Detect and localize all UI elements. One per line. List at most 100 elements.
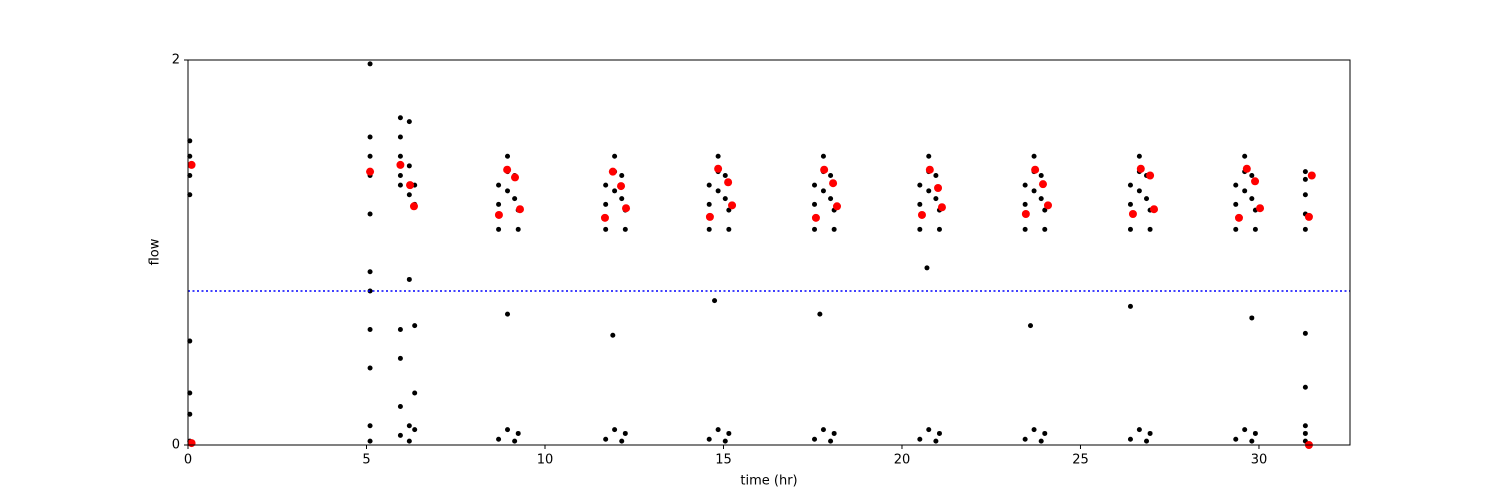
point [622,204,631,213]
point [397,355,403,361]
point [619,173,625,178]
point [1042,226,1048,232]
point [1242,427,1248,433]
point [706,182,712,188]
point [1027,323,1033,329]
point [612,153,618,159]
point [705,212,714,221]
point [934,184,943,193]
point [933,173,939,178]
point [1147,226,1153,232]
point [706,226,712,232]
point [505,153,511,159]
point [811,213,820,222]
point [1136,164,1145,173]
point [1242,153,1248,159]
point [722,438,728,444]
point [367,134,373,140]
point [1144,196,1150,202]
point [926,188,932,194]
point [1249,438,1255,444]
point [397,432,403,438]
point [1251,177,1260,186]
point [187,439,196,448]
point [396,160,405,169]
point [917,201,923,207]
point [1233,226,1239,232]
point [706,436,712,442]
point [610,332,616,338]
point [926,153,932,159]
point [412,390,418,396]
point [726,207,732,213]
point [406,438,412,444]
point [1242,164,1251,173]
point [1302,430,1308,436]
point [406,423,412,429]
point [917,182,923,188]
point [722,196,728,202]
point [715,153,721,159]
point [496,201,502,207]
point [828,196,834,202]
point [1038,180,1047,189]
point [366,167,375,176]
point [622,226,628,232]
point [1252,226,1258,232]
point [1307,171,1316,180]
point [603,226,609,232]
point [706,201,712,207]
point [367,327,373,332]
point [397,404,403,409]
point [187,192,193,198]
point [612,427,618,433]
point [187,153,193,159]
point [367,153,373,159]
point [714,164,723,173]
point [496,436,502,442]
point [511,173,520,182]
point [367,438,373,444]
point [728,201,737,210]
point [505,311,511,317]
point [367,365,373,371]
point [412,427,418,433]
point [1233,201,1239,207]
point [397,327,403,332]
point [1302,423,1308,429]
point [1021,210,1030,218]
point [397,134,403,140]
point [917,210,926,219]
point [917,436,923,442]
point [619,196,625,202]
point [820,153,826,159]
point [1150,205,1159,214]
point [1038,173,1044,178]
point [831,226,837,232]
x-tick-label: 5 [362,453,370,468]
point [187,390,193,396]
point [833,202,842,211]
point [1038,438,1044,444]
point [1256,204,1265,213]
point [1022,436,1028,442]
point [924,265,930,271]
point [603,201,609,207]
point [933,196,939,202]
y-tick-label: 2 [172,53,180,68]
point [496,226,502,232]
point [1136,153,1142,159]
x-axis-label: time (hr) [740,474,797,489]
point [187,160,196,169]
point [409,202,418,211]
point [812,201,818,207]
point [1144,438,1150,444]
point [515,430,521,436]
x-tick-label: 0 [184,453,192,468]
point [397,173,403,178]
point [367,288,373,294]
point [925,165,934,174]
point [1252,430,1258,436]
x-tick-label: 30 [1251,453,1268,468]
point [367,61,373,67]
